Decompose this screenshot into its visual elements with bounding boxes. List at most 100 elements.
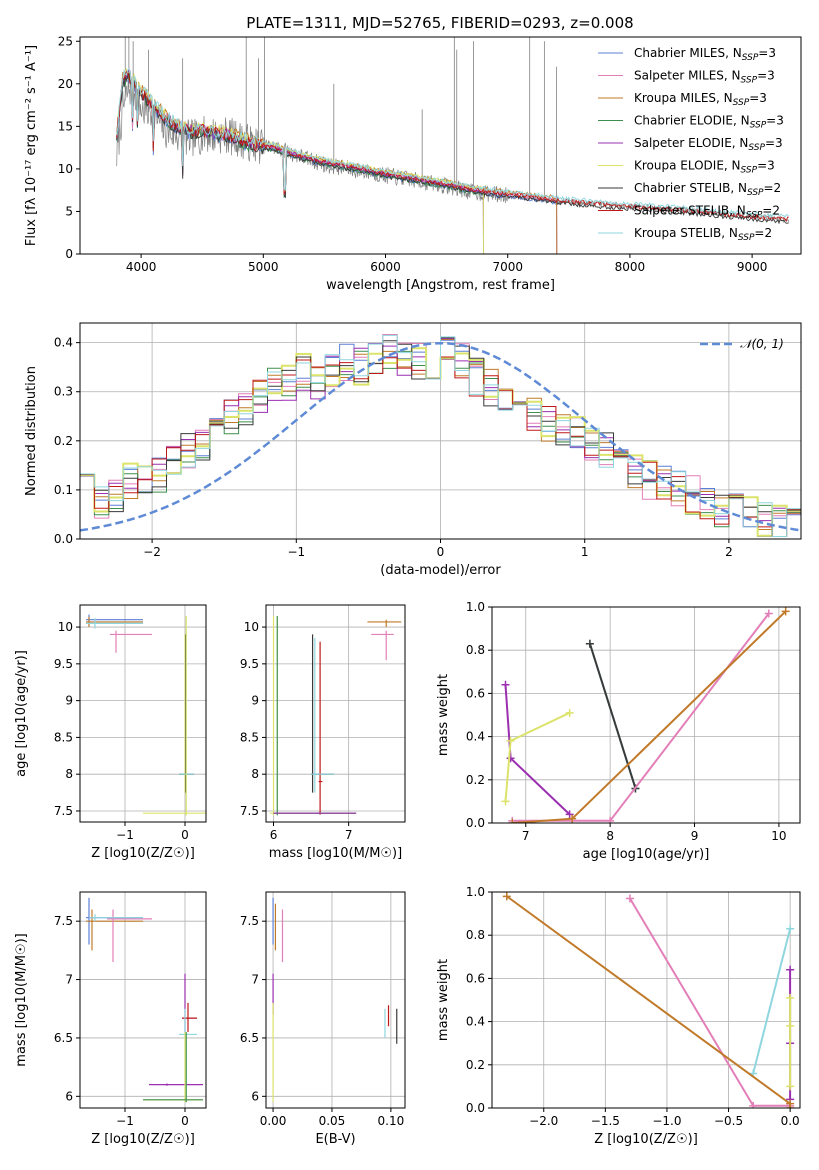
legend-label: Salpeter STELIB, NSSP=2 [634, 204, 780, 221]
y-tick-label: 0.3 [54, 385, 73, 399]
axes-border [79, 604, 207, 823]
x-tick-label: 0 [437, 545, 445, 559]
y-axis-label: Flux [fλ 10⁻¹⁷ erg cm⁻² s⁻¹ A⁻¹] [24, 45, 39, 246]
y-tick-label: 1.0 [466, 885, 485, 899]
x-tick-label: −2 [143, 545, 161, 559]
legend-label: Kroupa STELIB, NSSP=2 [634, 226, 772, 243]
residual-axes: −2 −1 0 1 2 0.0 0.1 0.2 0.3 0.4 (data-model)/error… [24, 322, 802, 578]
x-tick-label: 2 [725, 545, 733, 559]
y-tick-label: 0.8 [466, 928, 485, 942]
plot-area [80, 334, 801, 537]
y-tick-label: 0.6 [466, 971, 485, 985]
y-tick-label: 20 [58, 77, 73, 91]
data-spectrum [116, 72, 790, 224]
y-tick-label: 25 [58, 34, 73, 48]
y-tick-label: 0.2 [466, 1058, 485, 1072]
plot-area [501, 607, 790, 823]
legend-label: Chabrier ELODIE, NSSP=3 [634, 114, 784, 131]
model-spectrum-chabrier-stelib [116, 72, 789, 225]
weight-point [565, 708, 574, 717]
plot-area [269, 616, 402, 816]
legend-label-suffix: =3 [749, 91, 767, 105]
y-tick-label: 0.4 [54, 336, 73, 350]
axes-border [79, 36, 802, 255]
y-tick-label: 7 [251, 973, 259, 987]
y-axis-label: age [log10(age/yr)] [14, 650, 29, 777]
error-bar [143, 1032, 203, 1103]
legend-label-suffix: =2 [764, 181, 782, 195]
axes-border [491, 606, 801, 824]
weight-line-kroupa-stelib [752, 928, 792, 1074]
x-tick-label: −0.5 [714, 1114, 743, 1128]
x-tick-label: 8 [606, 829, 614, 843]
x-axis-label: Z [log10(Z/Z☉)] [91, 1132, 195, 1147]
y-tick-label: 7.5 [54, 914, 73, 928]
x-tick-label: 5000 [248, 260, 279, 274]
x-tick-label: −1 [116, 1114, 134, 1128]
axes-frame: −2 −1 0 1 2 0.0 0.1 0.2 0.3 0.4 (data-model)/error… [24, 322, 802, 578]
y-tick-label: 9 [251, 694, 259, 708]
x-axis-label: (data-model)/error [380, 563, 501, 578]
y-tick-label: 5 [65, 204, 73, 218]
weight-line-salpeter-miles [512, 612, 770, 822]
x-tick-label: −1.0 [652, 1114, 681, 1128]
x-tick-label: 0 [181, 828, 189, 842]
y-tick-label: 9.5 [240, 657, 259, 671]
axes-border [79, 891, 207, 1109]
x-tick-label: −1 [287, 545, 305, 559]
axes-frame: −1 0 6 6.5 7 7.5 Z [log10(Z/Z☉)] mass [log10(M/… [14, 891, 207, 1147]
legend-label-text: Kroupa ELODIE, N [634, 159, 741, 173]
weight-line-salpeter-miles [629, 897, 791, 1107]
plot-area [116, 37, 790, 254]
y-tick-label: 8.5 [240, 730, 259, 744]
histogram-kroupa-stelib [80, 334, 801, 537]
gaussian-curve [80, 341, 801, 532]
y-tick-label: 7 [65, 973, 73, 987]
y-tick-label: 0.0 [54, 532, 73, 546]
x-tick-label: 0.00 [260, 1114, 287, 1128]
ebv-mass-axes: 0.00 0.05 0.10 6 6.5 7 7.5 E(B-V) [240, 891, 406, 1147]
weight-point [786, 993, 795, 1002]
model-spectrum-chabrier-elodie [116, 74, 484, 254]
axes-frame: −2.0 −1.5 −1.0 −0.5 0.0 0.0 0.2 0.4 0.6 0.8 1.0 Z [… [436, 885, 801, 1147]
y-tick-label: 8 [251, 767, 259, 781]
y-tick-label: 7.5 [240, 914, 259, 928]
legend-label-suffix: =3 [758, 46, 776, 60]
x-tick-label: 9 [691, 829, 699, 843]
x-tick-label: 0.0 [781, 1114, 800, 1128]
weight-point [781, 607, 790, 616]
y-tick-label: 0.8 [466, 643, 485, 657]
legend-label-suffix: =3 [757, 69, 775, 83]
error-bar [182, 973, 197, 1033]
y-axis-label: mass weight [436, 674, 451, 756]
legend-label-subscript: SSP [741, 166, 758, 176]
y-tick-label: 7.5 [54, 804, 73, 818]
weight-line-chabrier-stelib [588, 643, 637, 789]
z-mass-axes: −1 0 6 6.5 7 7.5 Z [log10(Z/Z☉)] mass [log10(M/… [14, 891, 207, 1147]
error-bar [143, 1032, 203, 1103]
y-tick-label: 0.4 [466, 1015, 485, 1029]
legend-label-subscript: SSP [741, 76, 758, 86]
axes-border [265, 604, 406, 823]
error-bar [86, 618, 143, 629]
error-bar [311, 638, 334, 793]
y-tick-label: 15 [58, 119, 73, 133]
weight-point [786, 1021, 795, 1030]
axes-frame: 6 7 7.5 8 8.5 9 9.5 10 mass [log10(M/M☉)] [240, 604, 406, 861]
weight-point [502, 892, 511, 901]
plot-area [86, 614, 206, 816]
weight-line-kroupa-miles [512, 610, 787, 823]
y-axis-label: Normed distribution [24, 366, 39, 496]
y-tick-label: 0.0 [466, 1101, 485, 1115]
axes-frame: 0.00 0.05 0.10 6 6.5 7 7.5 E(B-V) [240, 891, 406, 1147]
x-tick-label: −1.5 [591, 1114, 620, 1128]
legend-label-suffix: =2 [754, 226, 772, 240]
weight-point [749, 1101, 758, 1108]
legend-label: Chabrier STELIB, NSSP=2 [634, 181, 781, 198]
weight-point [568, 814, 577, 823]
y-tick-label: 6.5 [54, 1031, 73, 1045]
legend-label-text: Chabrier STELIB, N [634, 181, 747, 195]
x-tick-label: 7000 [492, 260, 523, 274]
legend-label-subscript: SSP [733, 98, 750, 108]
